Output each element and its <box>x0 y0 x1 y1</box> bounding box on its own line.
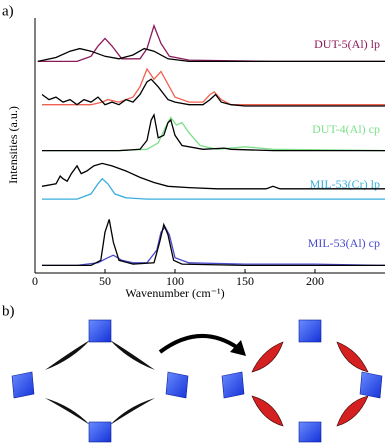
panel-label: b) <box>2 303 15 319</box>
spectrum-line <box>42 112 385 152</box>
metal-nodes <box>11 319 383 443</box>
spectrum-line <box>42 67 385 106</box>
spectrum-line <box>42 219 385 267</box>
linkers-wide <box>251 341 369 427</box>
legend-label: MIL-53(Al) cp <box>308 236 380 250</box>
legend-label: DUT-4(Al) cp <box>312 122 380 136</box>
panel-label: a) <box>2 3 14 19</box>
spectrum-line <box>42 177 385 200</box>
x-axis-label: Wavenumber (cm⁻¹) <box>125 286 224 300</box>
spectrum-line <box>41 78 385 107</box>
x-tick-label: 0 <box>32 274 38 288</box>
arrow-head <box>230 340 246 356</box>
linkers-narrow <box>45 340 155 425</box>
arrow <box>158 334 240 354</box>
spectrum-line <box>41 162 385 190</box>
framework-diagram <box>11 319 383 443</box>
spectrum-line <box>42 225 386 267</box>
x-tick-label: 50 <box>99 274 111 288</box>
spectrum-line <box>42 116 386 152</box>
x-tick-label: 150 <box>236 274 254 288</box>
x-tick-label: 100 <box>166 274 184 288</box>
y-axis-label: Intensities (a.u.) <box>6 106 20 184</box>
spectrum-line <box>37 47 385 63</box>
spectrum-line <box>37 23 385 63</box>
legend-label: DUT-5(Al) lp <box>314 37 380 51</box>
legend-label: MIL-53(Cr) lp <box>310 177 380 191</box>
x-tick-label: 200 <box>306 274 324 288</box>
